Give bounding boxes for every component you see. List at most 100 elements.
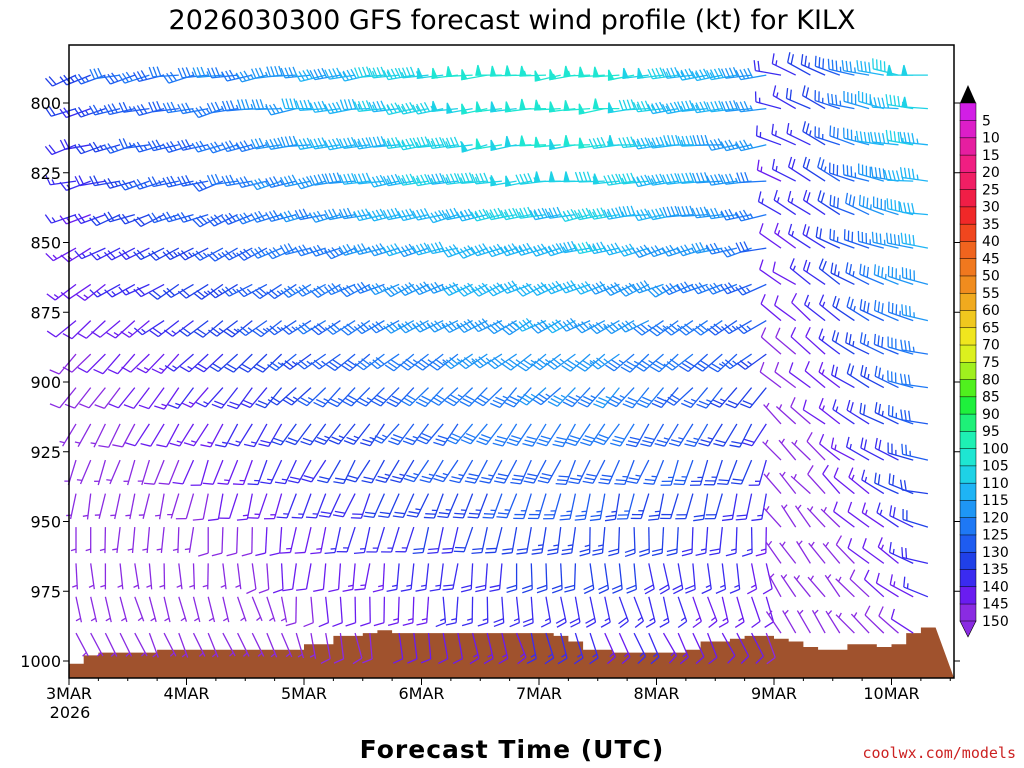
barb-full <box>830 437 835 449</box>
barb-full <box>582 438 593 443</box>
barb-half <box>217 253 223 258</box>
barb-full <box>305 176 313 186</box>
barb-half <box>650 178 655 184</box>
barb-half <box>488 474 494 477</box>
barb-staff <box>817 199 841 216</box>
barb-half <box>400 105 405 112</box>
barb-full <box>463 246 472 256</box>
barb-full <box>217 482 228 485</box>
barb-staff <box>678 423 694 447</box>
wind-barb <box>563 135 591 146</box>
barb-staff <box>237 632 250 657</box>
barb-full <box>721 361 731 370</box>
barb-half <box>172 365 178 370</box>
wind-barb <box>413 353 444 371</box>
barb-full <box>655 208 662 219</box>
barb-full <box>460 359 470 367</box>
barb-pennant <box>460 141 469 153</box>
barb-full <box>425 513 436 515</box>
barb-full <box>531 552 543 555</box>
wind-barb <box>475 563 488 593</box>
barb-full <box>570 477 581 481</box>
barb-staff <box>763 473 782 495</box>
wind-barb <box>735 493 753 521</box>
barb-full <box>841 60 845 71</box>
barb-half <box>895 449 897 456</box>
barb-full <box>901 443 904 455</box>
wind-barb <box>416 596 430 626</box>
barb-full <box>539 476 551 480</box>
barb-half <box>430 177 434 184</box>
barb-full <box>228 442 239 447</box>
barb-half <box>220 584 226 588</box>
wind-barb <box>514 317 547 332</box>
barb-full <box>450 394 460 401</box>
barb-full <box>74 144 82 155</box>
barb-full <box>479 173 485 184</box>
barb-pennant <box>475 138 483 150</box>
barb-full <box>235 178 243 188</box>
barb-staff <box>791 302 811 322</box>
barb-full <box>390 284 399 294</box>
wind-barb <box>310 526 327 555</box>
wind-barb <box>360 596 371 627</box>
barb-full <box>449 137 456 148</box>
barb-full <box>551 282 560 292</box>
barb-full <box>855 130 859 142</box>
barb-half <box>575 394 581 399</box>
wind-barb <box>147 139 179 152</box>
wind-barb <box>814 90 841 110</box>
barb-staff <box>376 526 386 553</box>
barb-staff <box>787 200 811 216</box>
barb-full <box>551 321 560 330</box>
barb-full <box>365 137 372 148</box>
barb-full <box>699 241 706 252</box>
barb-full <box>632 284 640 294</box>
barb-full <box>420 208 427 219</box>
wind-barb <box>648 632 660 665</box>
wind-barb <box>676 244 708 257</box>
barb-full <box>371 210 379 221</box>
barb-half <box>720 211 724 218</box>
barb-full <box>520 396 530 403</box>
barb-staff <box>448 283 473 296</box>
wind-barb <box>847 501 870 528</box>
barb-full <box>272 103 280 114</box>
barb-half <box>916 174 919 180</box>
barb-staff <box>755 101 782 110</box>
wind-barb <box>636 387 664 409</box>
barb-half <box>265 71 269 78</box>
barb-full <box>169 141 177 151</box>
barb-full <box>892 507 896 518</box>
barb-full <box>401 285 410 295</box>
barb-full <box>564 588 575 593</box>
barb-full <box>589 518 601 522</box>
barb-full <box>661 104 668 114</box>
barb-full <box>878 367 882 379</box>
wind-barb <box>814 126 841 146</box>
barb-full <box>331 247 340 256</box>
barb-full <box>107 178 115 188</box>
barb-full <box>251 291 261 300</box>
wind-barb <box>280 283 312 298</box>
barb-full <box>615 173 621 184</box>
barb-staff <box>762 441 782 461</box>
barb-half <box>624 510 630 512</box>
barb-staff <box>685 493 694 519</box>
barb-half <box>105 617 111 622</box>
barb-staff <box>486 632 494 659</box>
barb-full <box>536 584 547 590</box>
barb-full <box>368 177 375 188</box>
barb-full <box>662 174 668 185</box>
barb-staff <box>390 320 415 334</box>
barb-full <box>192 218 201 228</box>
barb-half <box>581 510 587 513</box>
barb-pennant <box>549 138 556 151</box>
wind-barb <box>889 505 914 528</box>
wind-barb <box>148 596 157 623</box>
barb-staff <box>786 132 811 146</box>
barb-full <box>621 286 630 295</box>
barb-full <box>527 473 538 477</box>
barb-half <box>776 197 780 203</box>
barb-half <box>839 100 842 106</box>
